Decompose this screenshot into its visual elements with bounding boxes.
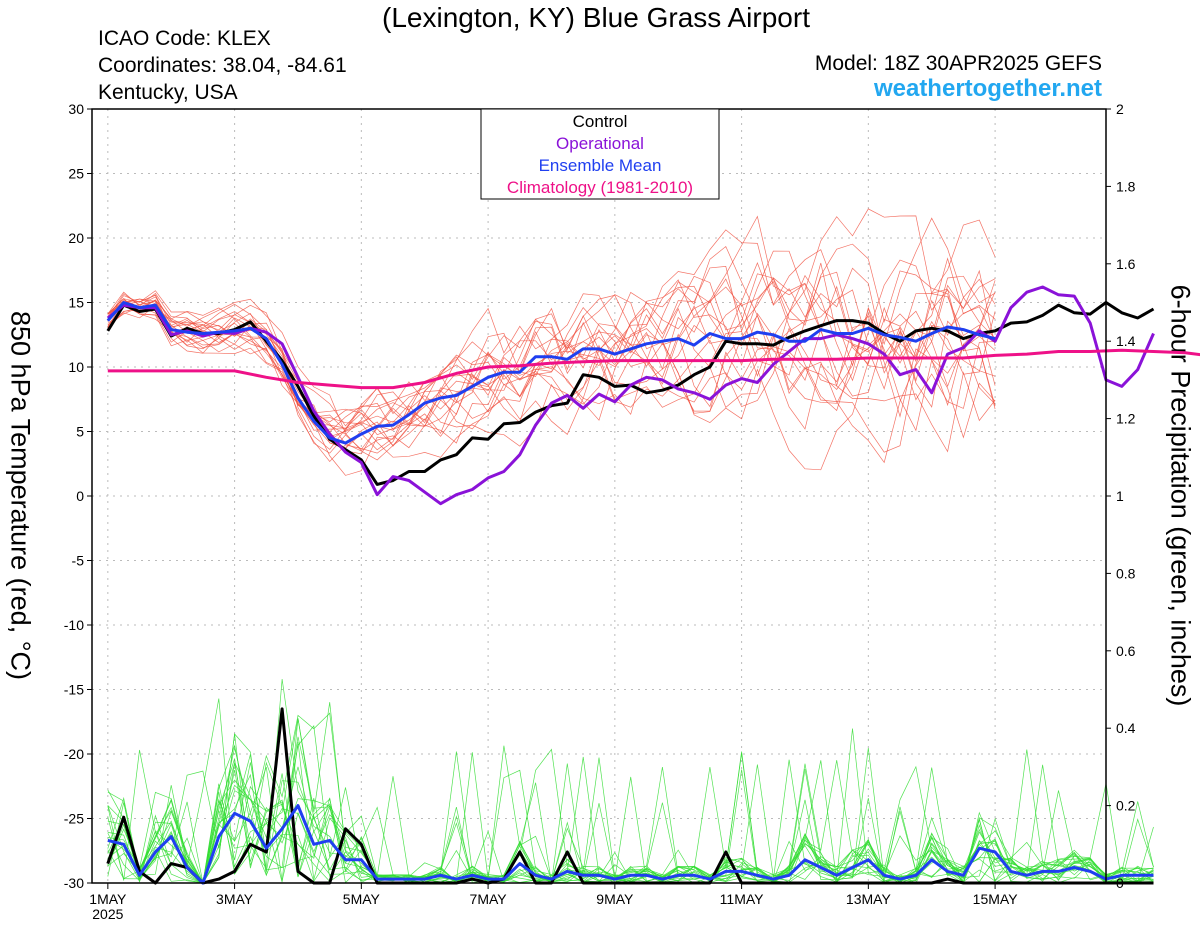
grid [92, 109, 1106, 883]
left-tick-label: -10 [64, 617, 84, 633]
coordinates: Coordinates: 38.04, -84.61 [98, 54, 347, 77]
legend-box [480, 108, 720, 200]
icao-code: ICAO Code: KLEX [98, 27, 271, 50]
temperature-member-line [107, 294, 996, 471]
precip-member-line [107, 747, 1154, 885]
left-tick-label: -25 [64, 811, 84, 827]
precip-member-line [107, 702, 1154, 884]
right-tick-label: 1.2 [1116, 411, 1136, 427]
left-tick-label: -15 [64, 682, 84, 698]
temp-ensemble-mean-line [106, 301, 996, 445]
temperature-member-line [107, 245, 996, 454]
legend-item: Climatology (1981-2010) [507, 178, 693, 197]
temperature-member-line [107, 259, 996, 446]
left-tick-label: 15 [68, 295, 84, 311]
right-tick-label: 0.6 [1116, 643, 1136, 659]
right-tick-label: 2 [1116, 101, 1124, 117]
temperature-member-line [107, 275, 996, 431]
legend: Control Operational Ensemble Mean Climatolo… [480, 108, 720, 200]
temp-operational-line [106, 285, 1155, 506]
temperature-member-line [107, 279, 996, 464]
precip-member-line [107, 757, 1154, 883]
legend-item: Operational [556, 134, 644, 153]
left-tick-label: 20 [68, 230, 84, 246]
model-run: Model: 18Z 30APR2025 GEFS [814, 52, 1102, 75]
x-tick-label: 13MAY [846, 891, 892, 907]
x-tick-label: 3MAY [216, 891, 254, 907]
x-tick-label: 15MAY [973, 891, 1019, 907]
right-tick-label: 0 [1116, 875, 1124, 891]
temperature-member-line [107, 280, 996, 431]
right-tick-label: 1.8 [1116, 178, 1136, 194]
left-tick-label: 0 [76, 488, 84, 504]
temperature-member-line [107, 269, 996, 453]
precip-ensemble-mean-line [107, 804, 1154, 885]
precip-member-line [107, 725, 1154, 884]
precip-member-line [107, 679, 1154, 884]
chart-title: (Lexington, KY) Blue Grass Airport [382, 2, 810, 33]
x-tick-label: 5MAY [343, 891, 381, 907]
axes: 302520151050-5-10-15-20-25-3021.81.61.41… [64, 101, 1136, 922]
temperature-member-line [107, 249, 996, 441]
left-tick-label: -20 [64, 746, 84, 762]
left-tick-label: -5 [72, 553, 85, 569]
temperature-member-line [107, 208, 996, 458]
x-tick-label: 7MAY [470, 891, 508, 907]
precip-member-line [107, 766, 1154, 885]
precip-member-line [107, 733, 1154, 884]
right-tick-label: 0.2 [1116, 798, 1136, 814]
x-tick-label: 1MAY [89, 891, 127, 907]
x-tick-label: 9MAY [596, 891, 634, 907]
right-tick-label: 1 [1116, 488, 1124, 504]
left-tick-label: 10 [68, 359, 84, 375]
temperature-member-line [107, 288, 996, 452]
precip-member-line [107, 748, 1154, 884]
left-tick-label: 5 [76, 424, 84, 440]
x-tick-label: 11MAY [720, 891, 764, 907]
legend-item: Control [573, 112, 628, 131]
site-link[interactable]: weathertogether.net [873, 75, 1102, 102]
left-tick-label: -30 [64, 875, 84, 891]
temp-climatology-1981-2010-line [107, 348, 1200, 390]
region: Kentucky, USA [98, 81, 238, 104]
temperature-member-line [107, 275, 996, 436]
x-year-label: 2025 [92, 906, 123, 922]
right-tick-label: 1.4 [1116, 333, 1136, 349]
temperature-member-line [107, 217, 996, 476]
legend-item: Ensemble Mean [539, 156, 662, 175]
left-tick-label: 25 [68, 166, 84, 182]
series-lines [106, 285, 1200, 885]
right-tick-label: 1.6 [1116, 256, 1136, 272]
right-tick-label: 0.8 [1116, 565, 1136, 581]
right-tick-label: 0.4 [1116, 720, 1136, 736]
left-tick-label: 30 [68, 101, 84, 117]
temperature-member-line [107, 271, 996, 455]
ensemble-members [107, 208, 1154, 885]
